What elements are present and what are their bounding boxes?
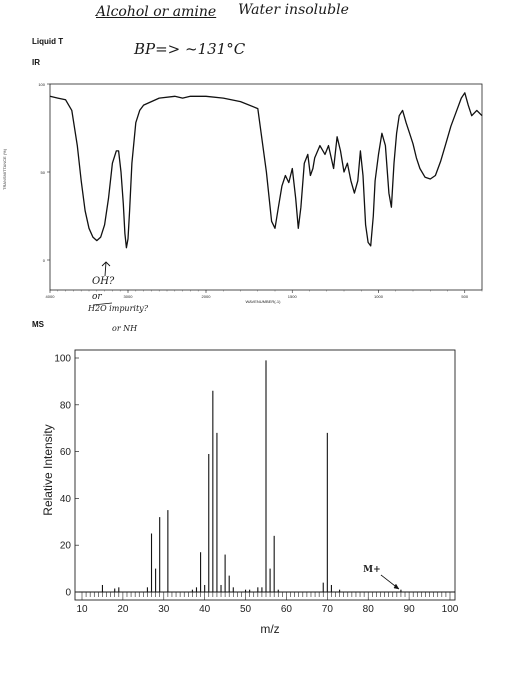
ir-x-tick-label: 2000	[202, 294, 212, 299]
ir-y-tick-label: 50	[41, 170, 46, 175]
ir-x-tick-label: 1000	[374, 294, 384, 299]
ms-y-tick-label: 80	[60, 400, 72, 411]
ms-y-tick-label: 100	[54, 354, 71, 365]
ms-molecular-ion-arrowhead	[393, 583, 400, 590]
ms-molecular-ion-label: M+	[363, 565, 381, 575]
ms-y-tick-label: 20	[60, 541, 72, 552]
note-water-insoluble: Water insoluble	[238, 2, 349, 18]
ir-annotation-oh: OH?	[92, 276, 115, 287]
ir-x-tick-label: 500	[461, 294, 468, 299]
ms-x-tick-label: 20	[117, 604, 129, 615]
note-boiling-point: BP=> ~131°C	[134, 40, 246, 58]
ir-x-tick-label: 3000	[124, 294, 134, 299]
ms-x-tick-label: 100	[442, 604, 459, 615]
note-alcohol-or-amine: Alcohol or amine	[96, 4, 217, 20]
ir-y-tick-label: 0	[43, 258, 46, 263]
liquid-label: Liquid T	[32, 37, 64, 46]
ir-annotation-arrow	[101, 261, 111, 277]
ir-x-axis-label: WAVENUMBER(-1)	[246, 299, 282, 304]
ms-x-tick-label: 90	[404, 604, 416, 615]
ms-x-axis-label: m/z	[260, 622, 279, 636]
ms-y-tick-label: 40	[60, 494, 72, 505]
ms-label: MS	[32, 320, 44, 329]
ms-x-tick-label: 10	[76, 604, 88, 615]
ms-y-axis-label: Relative Intensity	[41, 424, 55, 515]
ms-x-tick-label: 40	[199, 604, 211, 615]
ms-y-tick-label: 60	[60, 447, 72, 458]
ms-x-tick-label: 80	[363, 604, 375, 615]
ir-annotation-underline	[92, 302, 113, 306]
ir-label: IR	[32, 58, 40, 67]
ms-x-tick-label: 60	[281, 604, 293, 615]
ms-y-tick-label: 0	[65, 588, 71, 599]
ir-frame	[49, 83, 483, 291]
ir-annotation-nh: or NH	[112, 324, 138, 333]
ir-x-tick-label: 4000	[46, 294, 56, 299]
ms-x-tick-label: 50	[240, 604, 252, 615]
ir-y-tick-label: 100	[38, 82, 45, 87]
ir-spectrum-line	[49, 92, 483, 249]
ms-x-tick-label: 70	[322, 604, 334, 615]
ir-annotation-or: or	[92, 292, 102, 302]
ir-annotation-h2o: H2O impurity?	[88, 304, 148, 313]
ms-x-tick-label: 30	[158, 604, 170, 615]
ms-frame	[74, 349, 456, 601]
ir-x-tick-label: 1500	[288, 294, 298, 299]
